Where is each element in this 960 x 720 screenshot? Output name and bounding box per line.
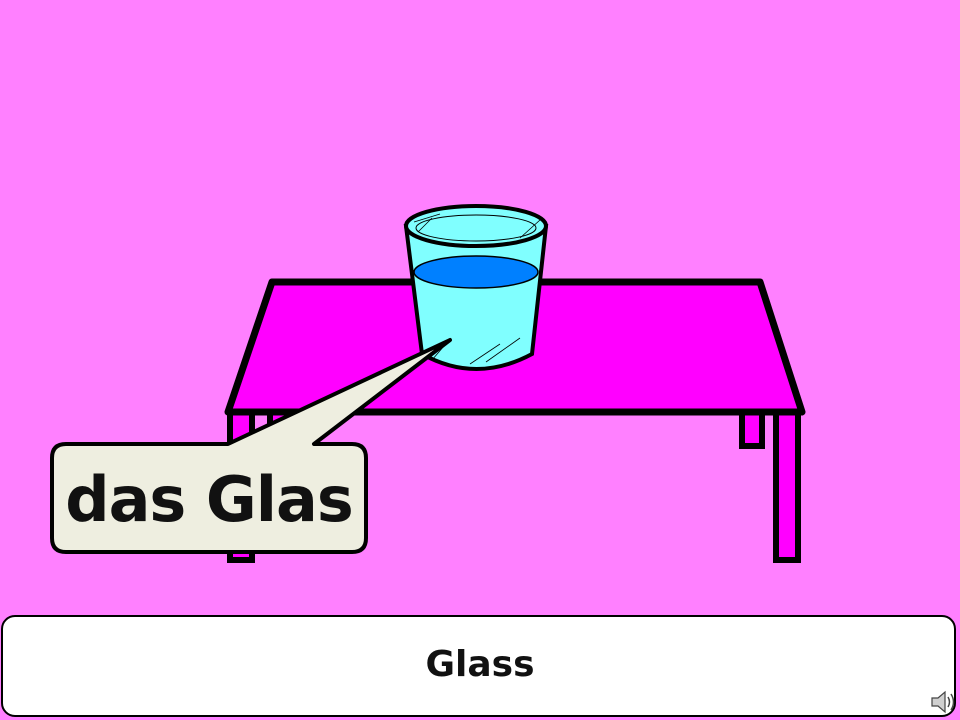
german-word-label: das Glas [65, 462, 354, 536]
glass-water [413, 255, 539, 289]
speaker-icon[interactable] [930, 688, 956, 716]
caption-bar [1, 615, 956, 717]
table-back-right-leg [739, 409, 765, 449]
glass [403, 204, 549, 371]
callout-bubble [50, 338, 452, 554]
glass-rim [404, 204, 548, 248]
speech-callout [50, 338, 452, 554]
english-translation: Glass [425, 644, 535, 685]
table-front-right-leg [773, 409, 801, 563]
